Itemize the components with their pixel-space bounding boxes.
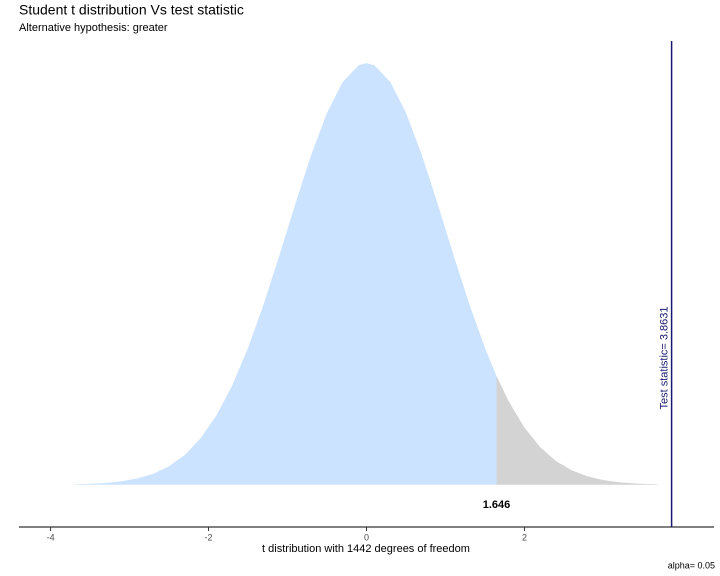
chart-subtitle: Alternative hypothesis: greater [19, 22, 168, 34]
x-axis-label: t distribution with 1442 degrees of free… [262, 543, 470, 555]
density-area [74, 63, 497, 485]
x-tick-label: -4 [47, 532, 55, 542]
x-tick-label: -2 [205, 532, 213, 542]
critical-value-label: 1.646 [483, 499, 511, 511]
chart-title: Student t distribution Vs test statistic [19, 2, 244, 18]
test-statistic-label: Test statistic= 3.8631 [659, 306, 671, 409]
alpha-label: alpha= 0.05 [668, 560, 715, 570]
density-area [496, 376, 659, 485]
x-tick-label: 0 [364, 532, 369, 542]
x-tick-label: 2 [522, 532, 527, 542]
